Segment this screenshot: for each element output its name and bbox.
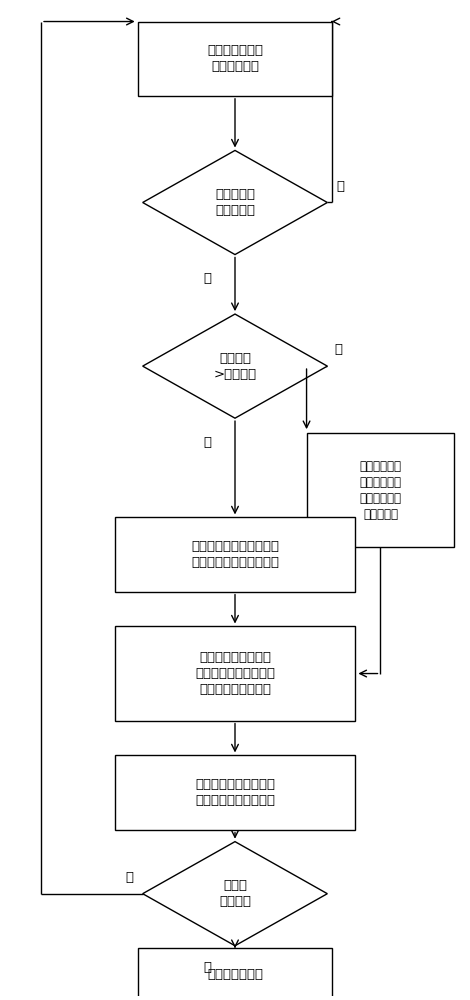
Polygon shape: [143, 150, 327, 255]
Text: 乙醇含量
>设定含量: 乙醇含量 >设定含量: [213, 352, 257, 381]
Bar: [138, 948, 332, 1000]
Text: 否: 否: [337, 180, 345, 193]
Bar: [115, 517, 355, 592]
Text: 否: 否: [125, 871, 133, 884]
Text: 是: 是: [204, 961, 212, 974]
Text: 接收起动进气控
制的相关参数: 接收起动进气控 制的相关参数: [207, 44, 263, 73]
Text: 发动机起动结束: 发动机起动结束: [207, 968, 263, 981]
Text: 通过步进电机控制进气旁
通阀关闭到最小位置开度: 通过步进电机控制进气旁 通阀关闭到最小位置开度: [191, 540, 279, 569]
Text: 接收到发动
机起动指令: 接收到发动 机起动指令: [215, 188, 255, 217]
Text: 起动机拖动发动机开
始工作，喷油器开始喷
油，火花塞开始点火: 起动机拖动发动机开 始工作，喷油器开始喷 油，火花塞开始点火: [195, 651, 275, 696]
Text: 步进电机控制进气旁通
阀打开到起动目标开度: 步进电机控制进气旁通 阀打开到起动目标开度: [195, 778, 275, 807]
Text: 否: 否: [334, 343, 342, 356]
Text: 通过步进电机
控制进气旁通
阀预先打开到
预进气开度: 通过步进电机 控制进气旁通 阀预先打开到 预进气开度: [360, 460, 401, 521]
Polygon shape: [143, 314, 327, 418]
Bar: [115, 755, 355, 830]
Bar: [306, 433, 454, 547]
Bar: [138, 22, 332, 96]
Text: 发动机
起动成功: 发动机 起动成功: [219, 879, 251, 908]
Bar: [115, 626, 355, 721]
Polygon shape: [143, 842, 327, 946]
Text: 是: 是: [204, 272, 212, 285]
Text: 是: 是: [204, 436, 212, 449]
